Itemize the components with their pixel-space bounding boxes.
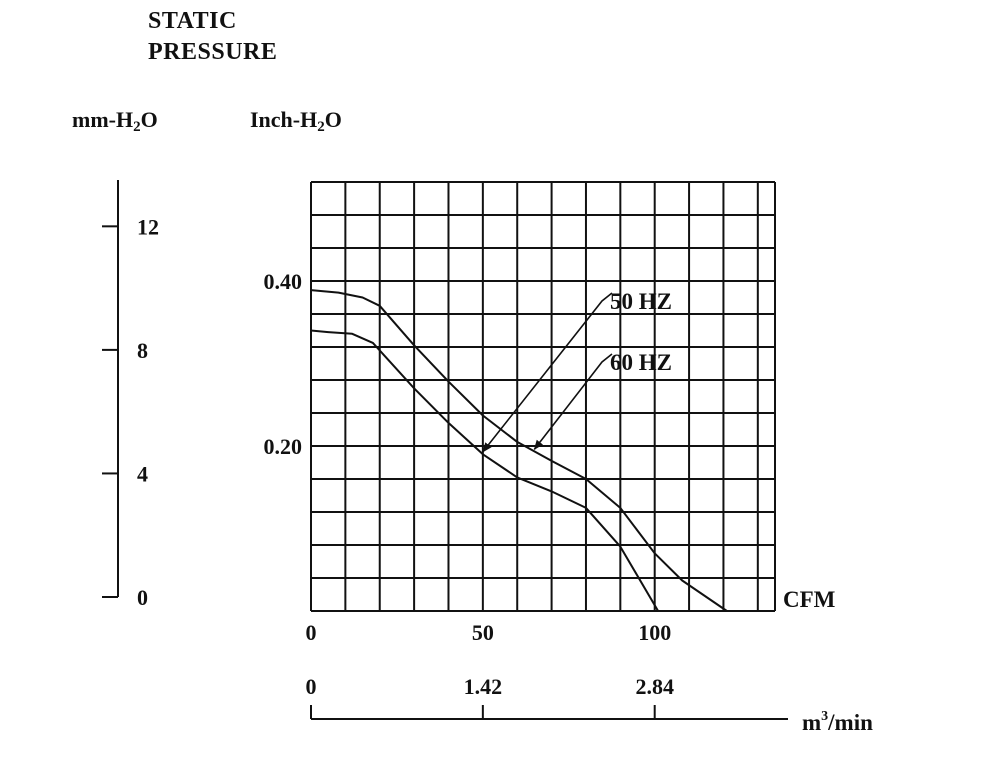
mm-tick-label: 4 xyxy=(137,461,148,486)
m3-tick-label: 0 xyxy=(306,674,317,699)
series-line-60hz xyxy=(310,289,728,612)
title-line-1: STATIC xyxy=(148,8,237,34)
cfm-axis: 0 50 100 xyxy=(306,620,672,645)
mm-tick-label: 0 xyxy=(137,585,148,610)
y-left-axis-label: mm-H2O xyxy=(72,107,158,135)
chart-title: STATIC PRESSURE xyxy=(148,6,277,68)
annotation-arrow xyxy=(482,292,613,453)
cfm-tick-label: 50 xyxy=(472,620,494,645)
annotation-label-60hz: 60 HZ xyxy=(610,350,672,375)
cfm-tick-label: 0 xyxy=(306,620,317,645)
m3-min-axis: 0 1.42 2.84 xyxy=(306,674,788,720)
annotations: 50 HZ 60 HZ xyxy=(482,289,672,453)
mm-tick-label: 8 xyxy=(137,338,148,363)
annotation-arrow xyxy=(533,353,613,451)
x-secondary-axis-label: m3/min xyxy=(802,709,873,735)
x-axis-label-cfm: CFM xyxy=(783,587,836,612)
mm-tick-label: 12 xyxy=(137,214,159,239)
y-right-axis-label: Inch-H2O xyxy=(250,107,342,135)
series-line-50hz xyxy=(310,329,659,612)
series-lines xyxy=(310,289,728,612)
grid xyxy=(310,181,776,612)
m3-tick-label: 2.84 xyxy=(635,674,674,699)
cfm-tick-label: 100 xyxy=(638,620,671,645)
inch-h2o-tick-labels: 0.20 0.40 xyxy=(264,269,303,459)
inch-tick-label: 0.20 xyxy=(264,434,303,459)
mm-h2o-axis: 0 4 8 12 xyxy=(102,180,159,610)
inch-tick-label: 0.40 xyxy=(264,269,303,294)
m3-tick-label: 1.42 xyxy=(464,674,503,699)
annotation-label-50hz: 50 HZ xyxy=(610,289,672,314)
title-line-2: PRESSURE xyxy=(148,39,278,65)
